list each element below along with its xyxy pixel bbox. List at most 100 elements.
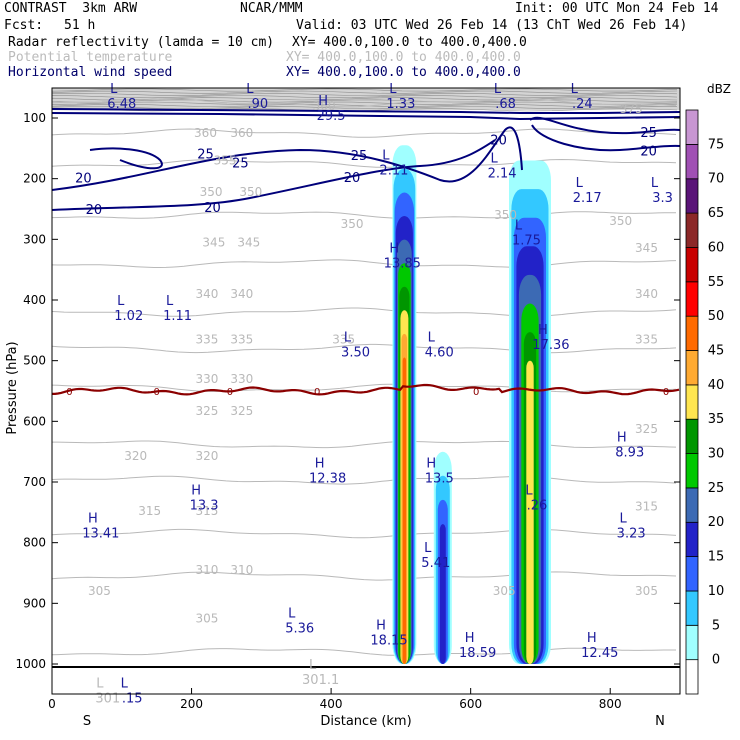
upper-theta-line [52,95,678,99]
extremum-kind: H [617,431,627,446]
extremum-kind: L [424,541,432,556]
extremum-value: 1.75 [512,233,541,248]
wind-contour [529,116,680,135]
wind-contour [52,108,680,114]
theta-label: 315 [635,499,658,513]
extremum-kind: H [426,457,436,472]
theta-label: 330 [195,372,218,386]
colorbar-label: 20 [708,515,725,530]
extremum-value: 18.15 [370,634,407,649]
extremum-value: 12.45 [581,646,618,661]
extremum-value: 13.41 [82,526,119,541]
extremum-kind: L [651,176,659,191]
colorbar-swatch [685,246,699,283]
x-tick-label: 400 [320,697,343,711]
extremum-value: 13.5 [425,472,454,487]
extremum-value: 3.3 [652,191,673,206]
extremum-kind: L [96,676,104,691]
extremum-value: 13.3 [190,498,219,513]
extremum-value: 3.23 [617,526,646,541]
colorbar-swatch [685,659,699,695]
extremum-kind: L [576,176,584,191]
reflectivity-band [402,357,407,664]
extremum-value: 29.5 [317,109,346,124]
upper-theta-line [52,103,678,107]
theta-label: 345 [202,235,225,249]
extremum-kind: H [191,483,201,498]
theta-contour [52,383,677,393]
colorbar-label: 75 [708,137,725,152]
theta-label: 350 [494,208,517,222]
extremum-kind: L [117,294,125,309]
theta-contour [52,475,677,485]
theta-label: 340 [230,287,253,301]
field-reflectivity-name: Radar reflectivity (lamda = 10 cm) [8,35,275,50]
upper-theta-line [52,97,678,101]
x-axis-label: Distance (km) [320,714,411,729]
extremum-kind: L [344,331,352,346]
extremum-value: 4.60 [425,346,454,361]
upper-theta-line [52,90,678,94]
forecast-label: Fcst: [4,18,44,33]
colorbar-swatch [685,521,699,558]
wind-contour [89,147,163,170]
colorbar-label: 45 [708,344,725,359]
colorbar-label: 25 [708,481,725,496]
theta-contour [52,571,677,581]
y-tick-label: 200 [23,172,46,186]
zero-label: 0 [314,387,320,398]
extremum-kind: H [389,241,399,256]
colorbar-swatch [685,109,699,145]
colorbar-label: 70 [708,172,725,187]
colorbar-swatch [685,487,699,523]
theta-label: 310 [230,563,253,577]
theta-contour [52,528,677,539]
extremum-kind: L [110,82,118,97]
theta-label: 335 [195,332,218,346]
colorbar-label: 5 [712,618,720,633]
init-time: Init: 00 UTC Mon 24 Feb 14 [515,1,719,16]
theta-label: 305 [635,584,658,598]
wind-label: 20 [640,144,657,159]
model-title: CONTRAST 3km ARW [4,1,138,16]
colorbar-swatch [685,418,699,455]
extremum-kind: H [465,631,475,646]
extremum-kind: H [318,94,328,109]
theta-label: 320 [124,449,147,463]
wind-contour [52,126,523,191]
theta-label: 350 [239,185,262,199]
colorbar-label: 60 [708,240,725,255]
colorbar-swatch [685,590,699,626]
extremum-kind: L [571,82,579,97]
theta-contour [52,128,677,138]
theta-label: 360 [194,126,217,140]
extremum-value: .24 [572,97,593,112]
theta-label: 325 [230,404,253,418]
zero-line [52,383,680,396]
field-wind-xy: XY= 400.0,100.0 to 400.0,400.0 [286,65,521,80]
colorbar-label: 10 [708,584,725,599]
zero-label: 0 [153,387,159,398]
wind-label: 20 [86,203,103,218]
theta-label: 320 [195,449,218,463]
theta-label: 335 [635,332,658,346]
extremum-kind: H [88,511,98,526]
x-tick-label: 200 [180,697,203,711]
colorbar-label: 40 [708,378,725,393]
theta-contour [52,343,677,354]
theta-contour [52,211,676,219]
theta-label: 345 [237,235,260,249]
wind-contour [531,124,680,152]
colorbar-swatch [685,281,699,317]
wind-contour [52,139,496,211]
theta-label: 350 [200,185,223,199]
extremum-value: 1.11 [163,309,192,324]
theta-label: 360 [313,99,336,113]
theta-contour [52,158,677,168]
plot-frame [51,87,681,695]
extremum-value: 5.36 [285,622,314,637]
theta-label: 350 [341,217,364,231]
forecast-hours: 51 h [64,18,96,33]
wind-label: 20 [204,201,221,216]
